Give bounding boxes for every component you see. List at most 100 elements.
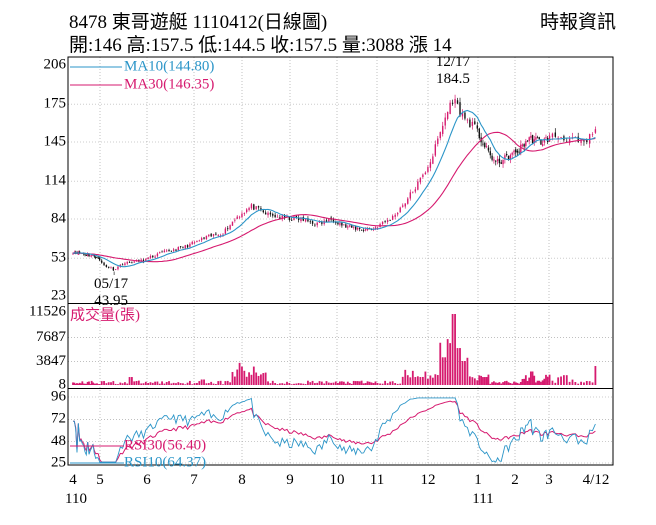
candle-down [487, 147, 490, 151]
volume-bar [161, 381, 163, 385]
candle-up [318, 221, 321, 223]
candle-down [332, 218, 335, 222]
volume-bar [142, 383, 145, 385]
candle-up [429, 162, 432, 168]
volume-bar [158, 383, 161, 385]
x-tick-label: 1 [474, 472, 482, 488]
candle-up [205, 235, 208, 240]
candle-up [444, 117, 446, 126]
volume-bar [551, 380, 554, 385]
candle-up [149, 255, 152, 258]
candle-down [577, 136, 579, 142]
x-tick-label: 2 [511, 472, 519, 488]
volume-tick-label: 11526 [29, 303, 66, 319]
candle-down [384, 220, 386, 222]
candle-down [311, 221, 314, 224]
volume-bar [568, 381, 571, 385]
candle-down [362, 230, 365, 231]
candle-down [227, 228, 229, 230]
volume-bar [439, 342, 442, 385]
candle-down [507, 155, 510, 160]
volume-bar [493, 381, 495, 385]
volume-bar [82, 383, 85, 385]
volume-bar [81, 381, 84, 385]
volume-bar [533, 375, 536, 385]
volume-bar [140, 383, 143, 385]
volume-bar [485, 377, 488, 385]
candle-down [540, 139, 542, 145]
volume-bar [193, 383, 196, 385]
volume-bar [304, 384, 307, 385]
candle-up [229, 225, 231, 230]
volume-bar [154, 381, 157, 385]
candle-up [439, 132, 441, 139]
volume-bar [117, 384, 119, 385]
candle-up [191, 241, 193, 245]
volume-bar [231, 371, 234, 385]
volume-bar [354, 381, 357, 385]
volume-bar [409, 377, 412, 385]
candle-up [364, 229, 367, 231]
candle-down [526, 140, 529, 142]
volume-bar [444, 357, 447, 385]
volume-bar [93, 383, 96, 385]
candle-up [530, 135, 532, 138]
candle-up [245, 209, 248, 213]
x-tick-label: 4/12 [583, 472, 610, 488]
volume-bar [207, 383, 210, 385]
volume-bar [565, 375, 568, 385]
volume-bar [260, 374, 262, 385]
legend-label: MA30(146.35) [124, 76, 214, 92]
candle-down [98, 257, 101, 261]
candle-down [498, 158, 501, 164]
candle-up [568, 138, 571, 144]
volume-bar [257, 375, 260, 385]
candle-down [84, 254, 86, 255]
candle-down [85, 255, 88, 256]
volume-bar [468, 376, 471, 385]
ma10-line [72, 109, 596, 268]
candle-up [513, 150, 515, 153]
candle-down [295, 216, 298, 218]
volume-bar [538, 380, 541, 385]
volume-bar [110, 382, 112, 385]
candle-up [267, 212, 269, 216]
candle-down [518, 151, 520, 153]
x-tick-label: 5 [96, 472, 104, 488]
candle-down [152, 255, 154, 258]
candle-up [535, 137, 537, 140]
volume-bar [170, 383, 173, 385]
candle-up [594, 129, 597, 133]
volume-bar [528, 377, 531, 385]
volume-bar [386, 383, 389, 385]
volume-bar [456, 348, 459, 385]
volume-bar [96, 383, 98, 385]
volume-bar [416, 376, 419, 385]
candle-down [586, 139, 588, 142]
candle-down [325, 220, 328, 222]
price-tick-label: 206 [44, 56, 67, 72]
candle-up [422, 174, 424, 178]
candle-up [241, 213, 243, 218]
candle-up [343, 224, 345, 226]
candle-up [471, 121, 474, 126]
volume-bar [175, 383, 177, 385]
candle-up [409, 192, 411, 199]
volume-bar [399, 383, 402, 385]
volume-bar [560, 376, 562, 385]
candle-up [224, 228, 227, 234]
candle-down [203, 237, 205, 239]
volume-bar [297, 383, 300, 385]
volume-bar [92, 382, 94, 385]
volume-bar [346, 381, 349, 385]
volume-bar [480, 375, 483, 385]
volume-bar [184, 384, 187, 385]
candle-up [485, 146, 488, 147]
candle-down [168, 249, 170, 252]
candle-up [466, 119, 469, 121]
candle-up [545, 137, 547, 139]
volume-bar [144, 381, 147, 385]
candle-up [250, 204, 253, 209]
volume-bar [103, 381, 105, 385]
candle-up [412, 191, 414, 193]
